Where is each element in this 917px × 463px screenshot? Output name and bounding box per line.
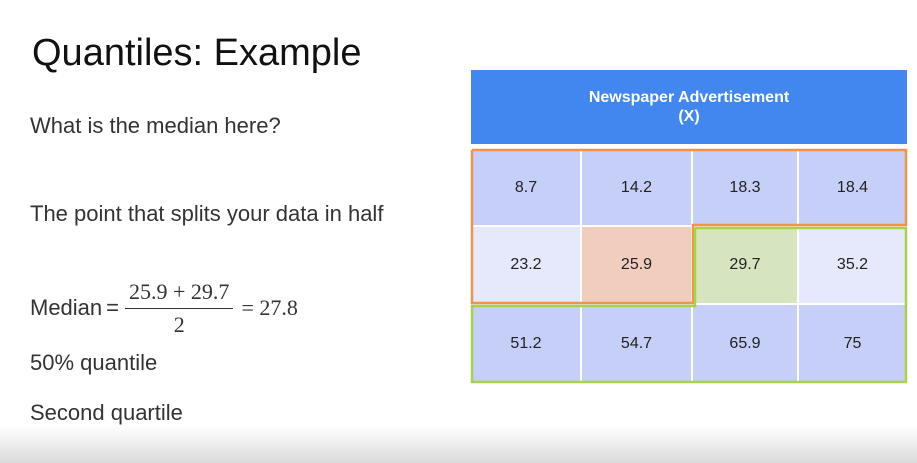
median-low-cell: 25.9 [581, 226, 692, 304]
table-cell: 14.2 [581, 150, 692, 226]
median-formula: Median = 25.9 + 29.7 2 = 27.8 [30, 278, 298, 338]
formula-fraction: 25.9 + 29.7 2 [125, 279, 234, 338]
table-cell: 65.9 [692, 304, 798, 383]
table-cell: 75 [798, 304, 907, 383]
table-header-title: Newspaper Advertisement [588, 89, 790, 106]
quartile-text: Second quartile [30, 400, 183, 425]
median-high-cell: 29.7 [692, 226, 798, 304]
table-cell: 8.7 [471, 150, 581, 226]
question-text: What is the median here? [30, 113, 281, 138]
definition-text: The point that splits your data in half [30, 201, 384, 226]
data-grid: 8.7 14.2 18.3 18.4 23.2 25.9 29.7 35.2 5… [471, 150, 907, 383]
table-cell: 23.2 [471, 226, 581, 304]
slide-title: Quantiles: Example [32, 32, 362, 74]
table-cell: 35.2 [798, 226, 907, 304]
table-cell: 18.4 [798, 150, 907, 226]
formula-equals: = [106, 295, 120, 320]
table-header: Newspaper Advertisement (X) [471, 70, 907, 144]
formula-result: = 27.8 [241, 295, 298, 320]
quantile-text: 50% quantile [30, 350, 158, 375]
table-cell: 54.7 [581, 304, 692, 383]
table-cell: 18.3 [692, 150, 798, 226]
bottom-fade [0, 425, 917, 463]
formula-label: Median [30, 295, 103, 320]
formula-denominator: 2 [173, 311, 185, 337]
table-header-variable: (X) [678, 108, 700, 125]
table-cell: 51.2 [471, 304, 581, 383]
formula-numerator: 25.9 + 29.7 [125, 279, 234, 309]
